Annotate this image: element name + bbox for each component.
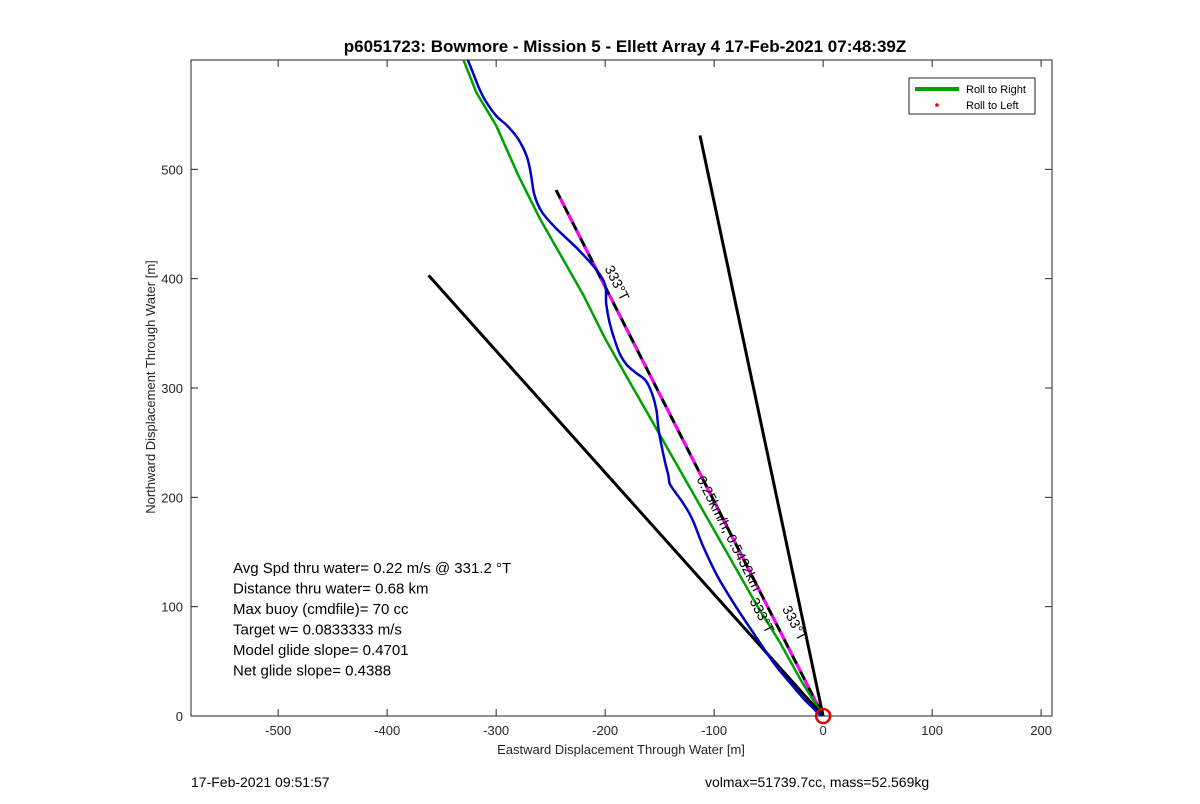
legend-label: Roll to Left — [966, 100, 1019, 112]
x-axis-label: Eastward Displacement Through Water [m] — [497, 742, 745, 757]
y-tick-label: 400 — [161, 272, 183, 287]
legend: Roll to Right Roll to Left — [908, 77, 1036, 115]
x-tick-label: -200 — [592, 723, 618, 738]
x-tick-label: 0 — [820, 723, 827, 738]
stat-line: Model glide slope= 0.4701 — [233, 642, 409, 659]
annotation-label: 0.25km/h, 0.5432km — [694, 473, 766, 593]
y-ticks: 0 100 200 300 400 500 — [161, 162, 1052, 724]
footer-timestamp: 17-Feb-2021 09:51:57 — [191, 774, 330, 790]
stat-line: Distance thru water= 0.68 km — [233, 581, 429, 598]
legend-swatch-dot — [935, 103, 939, 107]
stat-line: Avg Spd thru water= 0.22 m/s @ 331.2 °T — [233, 560, 511, 577]
plot-area — [427, 60, 825, 716]
legend-label: Roll to Right — [966, 84, 1026, 96]
x-ticks: -500 -400 -300 -200 -100 0 100 200 — [265, 60, 1052, 738]
stat-line: Max buoy (cmdfile)= 70 cc — [233, 601, 409, 618]
stat-line: Net glide slope= 0.4388 — [233, 663, 391, 680]
footer-volmax-mass: volmax=51739.7cc, mass=52.569kg — [705, 774, 930, 790]
y-axis-label: Northward Displacement Through Water [m] — [143, 260, 158, 514]
y-tick-label: 100 — [161, 600, 183, 615]
y-tick-label: 300 — [161, 381, 183, 396]
legend-box — [908, 77, 1036, 115]
roll-right-track — [462, 60, 825, 716]
x-tick-label: 100 — [921, 723, 943, 738]
x-tick-label: -500 — [265, 723, 291, 738]
x-tick-label: 200 — [1030, 723, 1052, 738]
y-tick-label: 500 — [161, 162, 183, 177]
y-tick-label: 0 — [176, 709, 183, 724]
chart-title: p6051723: Bowmore - Mission 5 - Ellett A… — [344, 37, 907, 56]
stat-line: Target w= 0.0833333 m/s — [233, 622, 402, 639]
heading-line-left — [427, 274, 825, 716]
glider-track — [466, 60, 822, 716]
start-marker — [814, 707, 832, 725]
x-tick-label: -300 — [483, 723, 509, 738]
x-tick-label: -100 — [701, 723, 727, 738]
plot-lines — [427, 60, 832, 725]
heading-line-right — [698, 135, 825, 716]
x-tick-label: -400 — [374, 723, 400, 738]
stats-block: Avg Spd thru water= 0.22 m/s @ 331.2 °T D… — [233, 560, 511, 680]
y-tick-label: 200 — [161, 490, 183, 505]
